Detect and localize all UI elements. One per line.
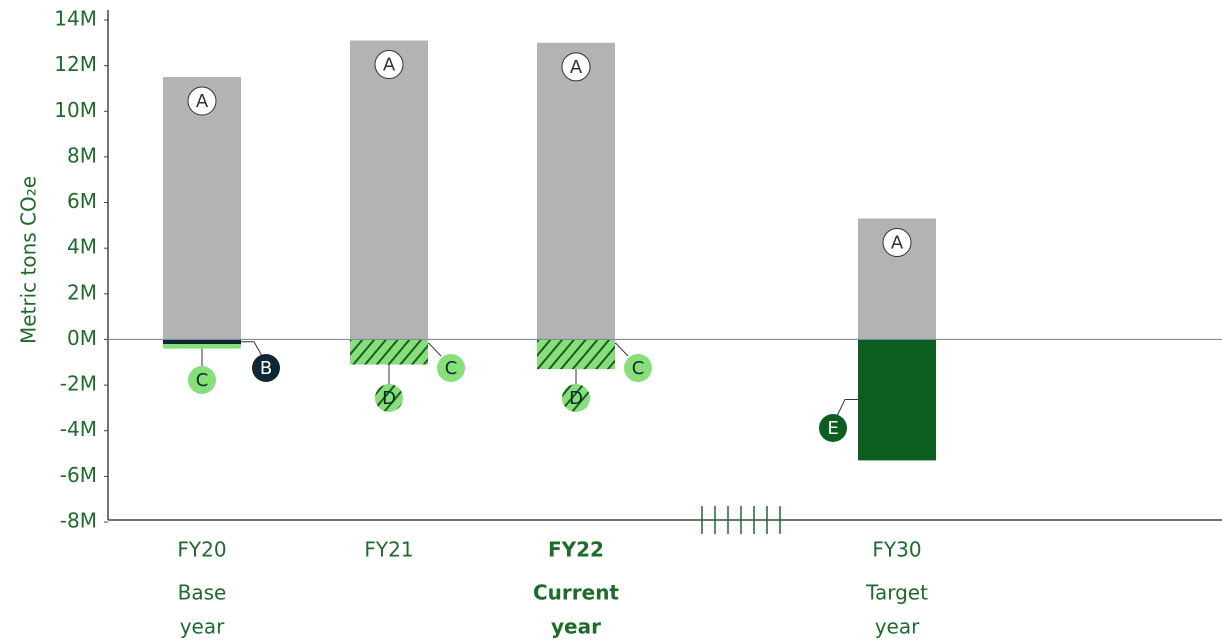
callout-label: A xyxy=(570,57,583,78)
x-tick-label: FY22 xyxy=(548,538,604,562)
y-tick-label: -4M xyxy=(60,417,97,441)
y-tick-label: 8M xyxy=(67,143,97,167)
callout-label: A xyxy=(196,91,209,112)
callout-label: C xyxy=(632,358,645,379)
callout-label: C xyxy=(445,358,458,379)
callout-badge xyxy=(188,366,216,394)
leader-line xyxy=(428,342,442,357)
y-tick-label: 10M xyxy=(54,98,97,122)
y-axis-label: Metric tons CO₂e xyxy=(17,176,41,344)
x-sublabel: Target xyxy=(865,581,928,605)
y-tick-label: 6M xyxy=(67,189,97,213)
x-tick-label: FY20 xyxy=(177,538,226,562)
bar-segment xyxy=(163,77,241,340)
callout-badge xyxy=(624,354,652,382)
y-tick-label: -2M xyxy=(60,372,97,396)
callout-badge xyxy=(252,354,280,382)
x-sublabel: year xyxy=(551,615,601,639)
x-sublabel: Current xyxy=(533,581,619,605)
x-tick-label: FY21 xyxy=(364,538,413,562)
y-tick-label: 4M xyxy=(67,235,97,259)
bar-segment xyxy=(858,339,936,461)
y-tick-label: 12M xyxy=(54,52,97,76)
x-tick-label: FY30 xyxy=(872,538,921,562)
callout-label: A xyxy=(891,233,904,254)
callout-badge xyxy=(187,86,217,116)
x-sublabel: year xyxy=(180,615,225,639)
callout-badge xyxy=(374,50,404,80)
bar-segment xyxy=(163,339,241,345)
callout-label: B xyxy=(260,358,272,379)
leader-line xyxy=(836,398,858,417)
callout-badge xyxy=(375,384,403,412)
callout-badge xyxy=(882,228,912,258)
callout-badge xyxy=(562,384,590,412)
leader-line xyxy=(615,342,629,357)
callout-label: D xyxy=(569,388,583,409)
axis-break xyxy=(701,506,781,534)
y-tick-label: 0M xyxy=(67,326,97,350)
y-tick-label: -6M xyxy=(60,463,97,487)
bar-segment xyxy=(163,344,241,349)
bar-segment xyxy=(537,42,615,340)
y-tick-label: 14M xyxy=(54,7,97,31)
leader-line xyxy=(241,341,263,357)
callout-label: A xyxy=(383,55,396,76)
callout-badge xyxy=(437,354,465,382)
callout-label: E xyxy=(827,418,838,439)
callout-badge xyxy=(561,52,591,82)
y-tick-label: 2M xyxy=(67,280,97,304)
callout-label: D xyxy=(382,388,396,409)
bar-segment xyxy=(350,40,428,340)
callout-badge xyxy=(819,414,847,442)
y-tick-label: -8M xyxy=(60,509,97,533)
bar-segment xyxy=(537,339,615,370)
bar-segment xyxy=(350,339,428,365)
x-sublabel: Base xyxy=(178,581,227,605)
x-sublabel: year xyxy=(875,615,920,639)
callout-label: C xyxy=(196,370,209,391)
